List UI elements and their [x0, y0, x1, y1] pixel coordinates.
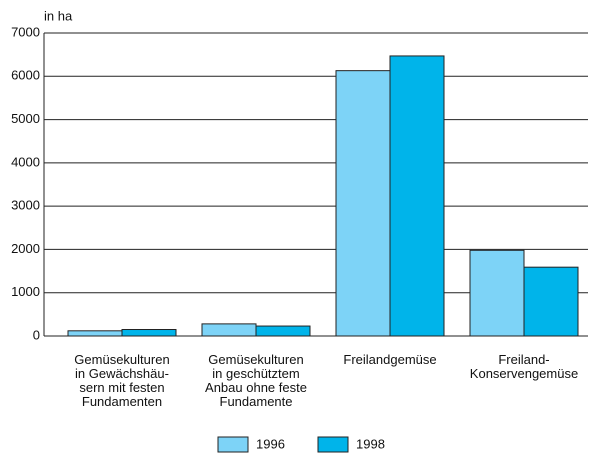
bar — [469, 249, 525, 337]
bar — [67, 330, 123, 337]
y-tick-label: 4000 — [11, 154, 40, 169]
bar — [389, 55, 445, 337]
legend-swatch — [317, 436, 349, 453]
x-tick-label: Gemüsekulturen in geschütztem Anbau ohne f… — [205, 352, 307, 409]
y-tick-label: 2000 — [11, 241, 40, 256]
bar — [335, 70, 391, 337]
y-tick-label: 1000 — [11, 284, 40, 299]
y-tick-label: 6000 — [11, 68, 40, 83]
legend-swatch — [217, 436, 249, 453]
legend-label: 1996 — [256, 436, 285, 451]
x-tick-label: Gemüsekulturen in Gewächshäu-sern mit fes… — [74, 352, 169, 409]
bar — [255, 325, 311, 337]
y-axis-label: in ha — [44, 8, 73, 23]
x-tick-label: Freiland-Konservengemüse — [470, 352, 578, 381]
y-tick-label: 0 — [33, 327, 40, 342]
bar — [121, 329, 177, 337]
y-tick-label: 3000 — [11, 198, 40, 213]
y-tick-label: 7000 — [11, 24, 40, 39]
y-tick-label: 5000 — [11, 111, 40, 126]
legend-label: 1998 — [356, 436, 385, 451]
bar — [523, 266, 579, 337]
bar — [201, 323, 257, 337]
x-tick-label: Freilandgemüse — [343, 352, 436, 367]
